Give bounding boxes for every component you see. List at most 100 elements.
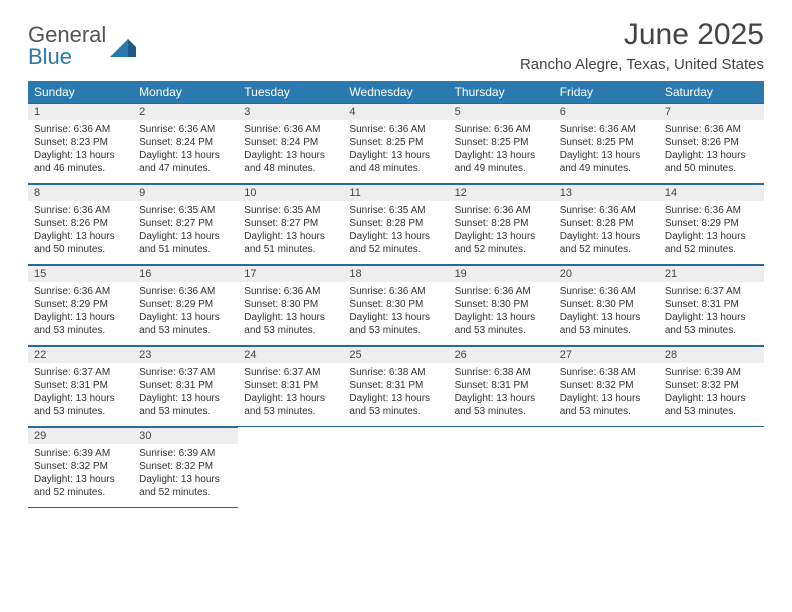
daylight: Daylight: 13 hours and 53 minutes. <box>34 392 127 418</box>
logo-mark-icon <box>110 35 136 57</box>
sunset: Sunset: 8:23 PM <box>34 136 127 149</box>
calendar-page: General Blue June 2025 Rancho Alegre, Te… <box>0 0 792 508</box>
dow-monday: Monday <box>133 81 238 103</box>
day-info: Sunrise: 6:36 AMSunset: 8:28 PMDaylight:… <box>554 201 659 265</box>
day-number: 10 <box>238 184 343 201</box>
day-info: Sunrise: 6:36 AMSunset: 8:26 PMDaylight:… <box>659 120 764 184</box>
daylight: Daylight: 13 hours and 53 minutes. <box>665 311 758 337</box>
sunset: Sunset: 8:29 PM <box>139 298 232 311</box>
sunrise: Sunrise: 6:36 AM <box>455 123 548 136</box>
day-info: Sunrise: 6:36 AMSunset: 8:25 PMDaylight:… <box>554 120 659 184</box>
sunrise: Sunrise: 6:36 AM <box>34 123 127 136</box>
day-number: 8 <box>28 184 133 201</box>
sunrise: Sunrise: 6:36 AM <box>455 285 548 298</box>
day-number: 25 <box>343 346 448 363</box>
daylight: Daylight: 13 hours and 53 minutes. <box>34 311 127 337</box>
day-number: 13 <box>554 184 659 201</box>
day-info: Sunrise: 6:36 AMSunset: 8:24 PMDaylight:… <box>238 120 343 184</box>
sunrise: Sunrise: 6:37 AM <box>244 366 337 379</box>
daylight: Daylight: 13 hours and 53 minutes. <box>560 311 653 337</box>
daylight: Daylight: 13 hours and 53 minutes. <box>665 392 758 418</box>
day-number: 3 <box>238 103 343 120</box>
day-number: 28 <box>659 346 764 363</box>
day-info: Sunrise: 6:35 AMSunset: 8:27 PMDaylight:… <box>238 201 343 265</box>
sunrise: Sunrise: 6:37 AM <box>139 366 232 379</box>
day-info-row: Sunrise: 6:37 AMSunset: 8:31 PMDaylight:… <box>28 363 764 427</box>
sunset: Sunset: 8:31 PM <box>34 379 127 392</box>
title-block: June 2025 Rancho Alegre, Texas, United S… <box>520 18 764 79</box>
day-info: Sunrise: 6:36 AMSunset: 8:28 PMDaylight:… <box>449 201 554 265</box>
day-number: 19 <box>449 265 554 282</box>
sunrise: Sunrise: 6:36 AM <box>560 123 653 136</box>
daylight: Daylight: 13 hours and 52 minutes. <box>349 230 442 256</box>
sunrise: Sunrise: 6:38 AM <box>560 366 653 379</box>
daylight: Daylight: 13 hours and 51 minutes. <box>244 230 337 256</box>
month-title: June 2025 <box>520 18 764 52</box>
daylight: Daylight: 13 hours and 53 minutes. <box>244 392 337 418</box>
day-info <box>238 444 343 508</box>
sunrise: Sunrise: 6:36 AM <box>665 123 758 136</box>
sunset: Sunset: 8:24 PM <box>244 136 337 149</box>
daylight: Daylight: 13 hours and 52 minutes. <box>139 473 232 499</box>
daylight: Daylight: 13 hours and 46 minutes. <box>34 149 127 175</box>
day-info: Sunrise: 6:39 AMSunset: 8:32 PMDaylight:… <box>133 444 238 508</box>
dow-thursday: Thursday <box>449 81 554 103</box>
day-number: 7 <box>659 103 764 120</box>
sunrise: Sunrise: 6:36 AM <box>244 285 337 298</box>
daylight: Daylight: 13 hours and 53 minutes. <box>349 311 442 337</box>
day-info: Sunrise: 6:37 AMSunset: 8:31 PMDaylight:… <box>133 363 238 427</box>
sunset: Sunset: 8:25 PM <box>349 136 442 149</box>
daylight: Daylight: 13 hours and 53 minutes. <box>139 392 232 418</box>
logo-text: General Blue <box>28 24 106 68</box>
day-number <box>343 427 448 444</box>
sunrise: Sunrise: 6:37 AM <box>34 366 127 379</box>
daylight: Daylight: 13 hours and 48 minutes. <box>244 149 337 175</box>
day-number <box>659 427 764 444</box>
daylight: Daylight: 13 hours and 52 minutes. <box>560 230 653 256</box>
daylight: Daylight: 13 hours and 53 minutes. <box>455 311 548 337</box>
daylight: Daylight: 13 hours and 49 minutes. <box>455 149 548 175</box>
sunrise: Sunrise: 6:36 AM <box>34 204 127 217</box>
day-number: 1 <box>28 103 133 120</box>
day-num-row: 15161718192021 <box>28 265 764 282</box>
day-info <box>343 444 448 508</box>
day-info <box>659 444 764 508</box>
sunset: Sunset: 8:28 PM <box>349 217 442 230</box>
header: General Blue June 2025 Rancho Alegre, Te… <box>28 18 764 79</box>
day-number: 5 <box>449 103 554 120</box>
sunset: Sunset: 8:31 PM <box>665 298 758 311</box>
sunset: Sunset: 8:31 PM <box>455 379 548 392</box>
day-number: 9 <box>133 184 238 201</box>
day-info: Sunrise: 6:36 AMSunset: 8:29 PMDaylight:… <box>28 282 133 346</box>
logo: General Blue <box>28 24 136 68</box>
day-info: Sunrise: 6:35 AMSunset: 8:28 PMDaylight:… <box>343 201 448 265</box>
day-num-row: 891011121314 <box>28 184 764 201</box>
day-info: Sunrise: 6:36 AMSunset: 8:25 PMDaylight:… <box>343 120 448 184</box>
sunrise: Sunrise: 6:36 AM <box>455 204 548 217</box>
sunrise: Sunrise: 6:38 AM <box>349 366 442 379</box>
day-number: 20 <box>554 265 659 282</box>
sunset: Sunset: 8:27 PM <box>139 217 232 230</box>
daylight: Daylight: 13 hours and 52 minutes. <box>455 230 548 256</box>
dow-friday: Friday <box>554 81 659 103</box>
day-info: Sunrise: 6:38 AMSunset: 8:32 PMDaylight:… <box>554 363 659 427</box>
day-info: Sunrise: 6:37 AMSunset: 8:31 PMDaylight:… <box>238 363 343 427</box>
daylight: Daylight: 13 hours and 50 minutes. <box>665 149 758 175</box>
day-number: 27 <box>554 346 659 363</box>
day-number: 14 <box>659 184 764 201</box>
day-info: Sunrise: 6:36 AMSunset: 8:30 PMDaylight:… <box>343 282 448 346</box>
day-number: 18 <box>343 265 448 282</box>
calendar-table: Sunday Monday Tuesday Wednesday Thursday… <box>28 81 764 508</box>
day-info: Sunrise: 6:36 AMSunset: 8:23 PMDaylight:… <box>28 120 133 184</box>
sunrise: Sunrise: 6:36 AM <box>560 285 653 298</box>
day-number: 2 <box>133 103 238 120</box>
day-number: 24 <box>238 346 343 363</box>
day-number <box>554 427 659 444</box>
dow-saturday: Saturday <box>659 81 764 103</box>
dow-tuesday: Tuesday <box>238 81 343 103</box>
day-number: 11 <box>343 184 448 201</box>
sunset: Sunset: 8:28 PM <box>560 217 653 230</box>
location: Rancho Alegre, Texas, United States <box>520 56 764 73</box>
day-info: Sunrise: 6:35 AMSunset: 8:27 PMDaylight:… <box>133 201 238 265</box>
day-info-row: Sunrise: 6:39 AMSunset: 8:32 PMDaylight:… <box>28 444 764 508</box>
